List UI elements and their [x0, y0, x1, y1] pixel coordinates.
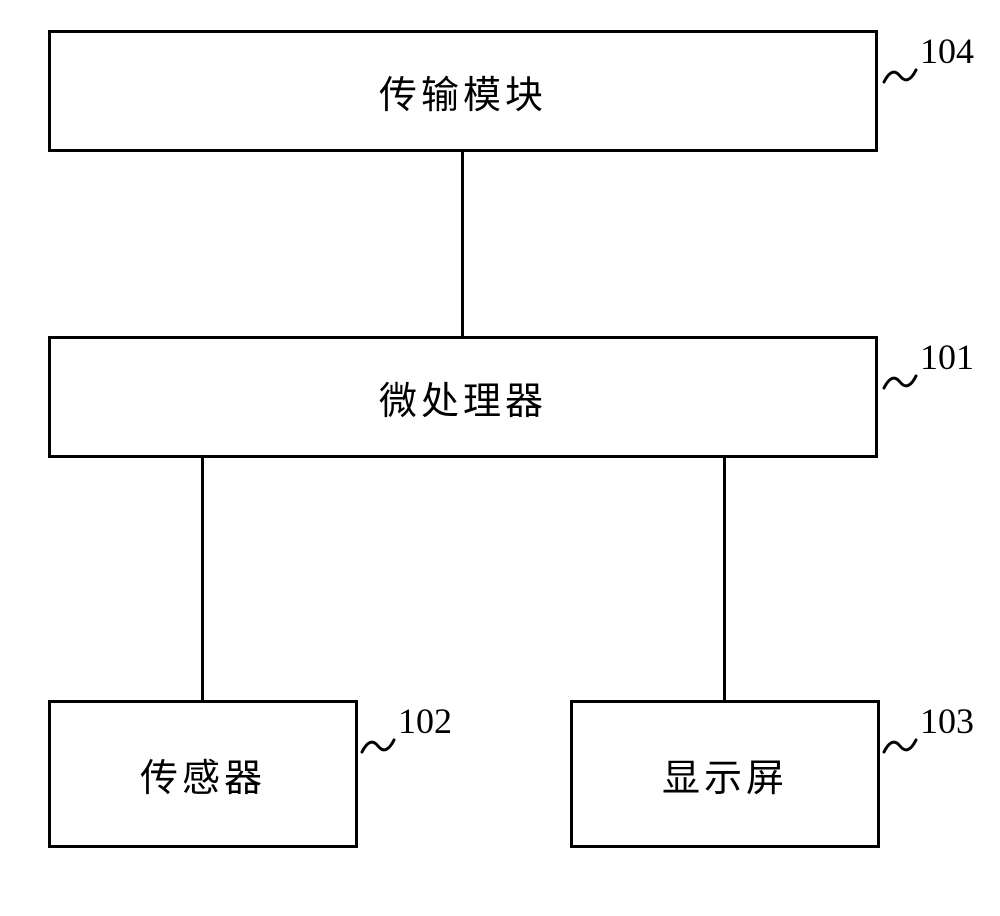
edge-101-to-103 [723, 458, 726, 700]
block-sensor: 传感器 [48, 700, 358, 848]
block-label: 微处理器 [379, 370, 547, 425]
ref-connector-tilde [882, 732, 918, 760]
ref-number: 102 [398, 700, 452, 742]
ref-number: 101 [920, 336, 974, 378]
block-label: 传输模块 [379, 64, 547, 119]
edge-101-to-102 [201, 458, 204, 700]
edge-104-to-101 [461, 152, 464, 336]
block-microprocessor: 微处理器 [48, 336, 878, 458]
ref-number: 103 [920, 700, 974, 742]
ref-connector-tilde [882, 368, 918, 396]
block-label: 显示屏 [662, 747, 788, 802]
ref-connector-tilde [882, 62, 918, 90]
ref-number: 104 [920, 30, 974, 72]
block-transmission-module: 传输模块 [48, 30, 878, 152]
block-display: 显示屏 [570, 700, 880, 848]
ref-connector-tilde [360, 732, 396, 760]
block-label: 传感器 [140, 747, 266, 802]
